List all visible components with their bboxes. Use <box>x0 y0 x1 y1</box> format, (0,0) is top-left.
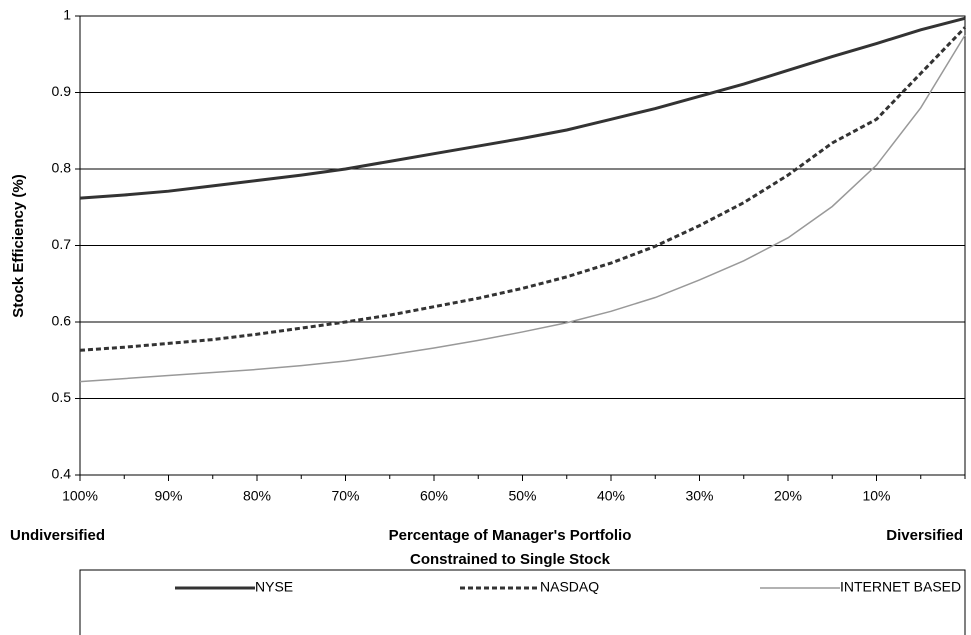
legend-label: NYSE <box>255 579 293 595</box>
y-axis-label: Stock Efficiency (%) <box>10 174 27 317</box>
y-tick-label: 1 <box>63 7 71 23</box>
y-tick-label: 0.7 <box>52 236 72 252</box>
x-tick-label: 20% <box>774 488 802 504</box>
x-tick-label: 100% <box>62 488 98 504</box>
y-tick-label: 0.8 <box>52 160 72 176</box>
x-tick-label: 70% <box>331 488 359 504</box>
y-tick-label: 0.5 <box>52 389 72 405</box>
annotation: Diversified <box>886 527 963 544</box>
series-line <box>79 26 967 352</box>
x-tick-label: 50% <box>508 488 536 504</box>
x-tick-label: 30% <box>685 488 713 504</box>
x-axis-label: Percentage of Manager's Portfolio <box>389 527 632 544</box>
y-tick-label: 0.6 <box>52 313 72 329</box>
series-line <box>79 34 966 383</box>
x-tick-label: 10% <box>862 488 890 504</box>
x-tick-label: 40% <box>597 488 625 504</box>
legend-label: INTERNET BASED <box>840 579 961 595</box>
legend-box <box>79 569 966 635</box>
annotation: Undiversified <box>10 527 105 544</box>
legend-label: NASDAQ <box>540 579 599 595</box>
x-tick-label: 60% <box>420 488 448 504</box>
x-tick-label: 80% <box>243 488 271 504</box>
y-tick-label: 0.4 <box>52 466 72 482</box>
x-tick-label: 90% <box>154 488 182 504</box>
x-axis-label: Constrained to Single Stock <box>410 551 611 568</box>
y-tick-label: 0.9 <box>52 83 72 99</box>
series-line <box>79 16 966 200</box>
